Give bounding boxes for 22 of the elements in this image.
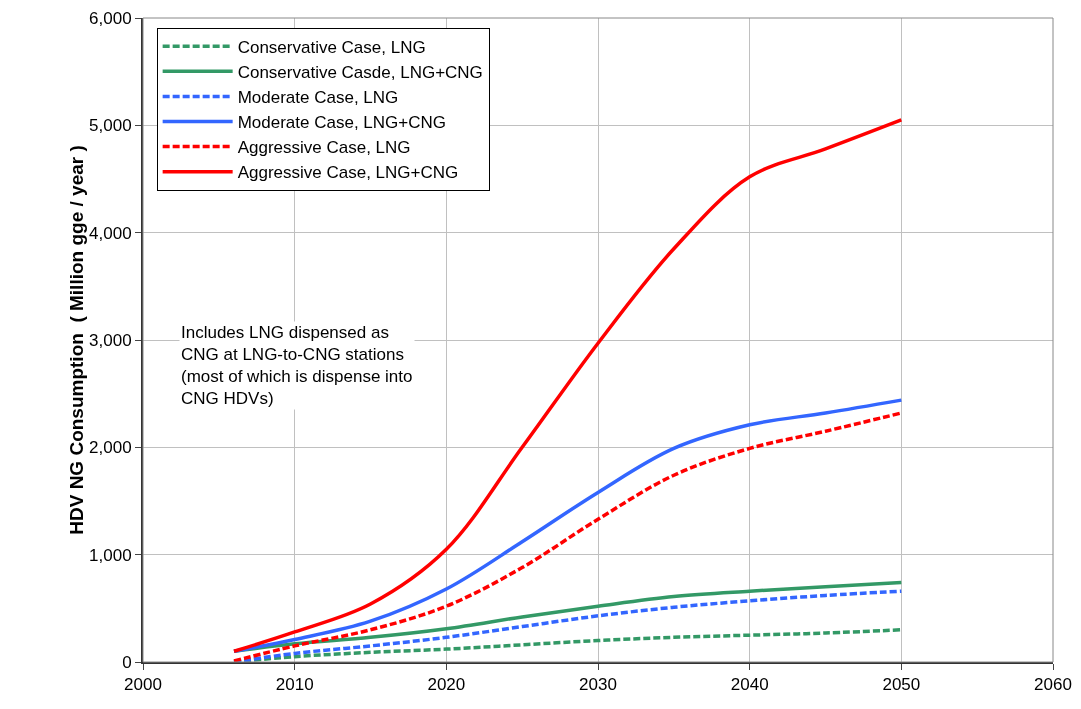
y-tick-label: 4,000 — [89, 223, 132, 243]
legend-label: Aggressive Case, LNG+CNG — [237, 163, 459, 183]
legend-label: Conservative Case, LNG — [237, 37, 426, 57]
y-tick-label: 6,000 — [89, 8, 132, 28]
legend-label: Aggressive Case, LNG — [237, 138, 411, 158]
x-tick-label: 2010 — [275, 675, 314, 695]
x-tick-label: 2040 — [730, 675, 769, 695]
y-tick-label: 2,000 — [89, 438, 132, 458]
legend-label: Conservative Casde, LNG+CNG — [237, 62, 483, 82]
legend-label: Moderate Case, LNG — [237, 88, 399, 108]
y-tick-label: 1,000 — [89, 545, 132, 565]
x-tick-label: 2030 — [579, 675, 617, 695]
y-axis-title: HDV NG Consumption ( Million gge / year ) — [66, 145, 88, 535]
annotation: Includes LNG dispensed as CNG at LNG-to-CNG stations (most of which is dispense into CNG HDVs) — [181, 323, 413, 409]
y-tick-label: 0 — [122, 652, 132, 672]
x-tick-label: 2060 — [1034, 675, 1072, 695]
x-tick-label: 2050 — [882, 675, 921, 695]
y-tick-label: 5,000 — [89, 116, 132, 136]
x-tick-label: 2020 — [427, 675, 466, 695]
y-tick-label: 3,000 — [89, 330, 132, 350]
x-tick-label: 2000 — [124, 675, 162, 695]
legend-label: Moderate Case, LNG+CNG — [237, 113, 446, 133]
